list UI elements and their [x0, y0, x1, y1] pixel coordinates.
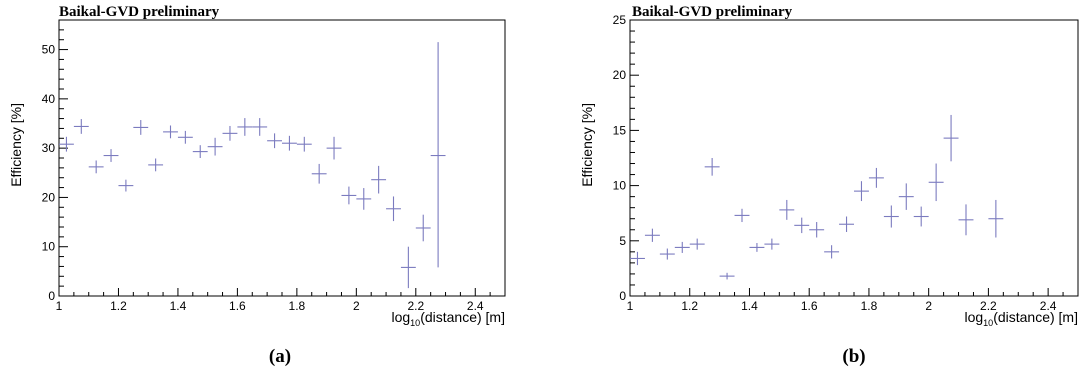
- data-point: [118, 179, 134, 192]
- y-tick-label: 25: [613, 13, 627, 27]
- y-axis-label: Efficiency [%]: [8, 103, 24, 187]
- y-tick-label: 20: [613, 68, 627, 82]
- y-tick-label: 10: [613, 179, 627, 193]
- data-point: [356, 188, 372, 210]
- data-point: [59, 136, 74, 152]
- data-point: [630, 251, 645, 266]
- data-point: [704, 158, 720, 176]
- data-point: [689, 238, 705, 250]
- data-point: [928, 163, 944, 202]
- data-point: [267, 133, 282, 149]
- data-point: [386, 196, 401, 222]
- plot-frame: [629, 19, 1079, 297]
- x-tick-label: 1.8: [861, 299, 878, 313]
- x-tick-label: 1.8: [289, 299, 306, 313]
- data-point: [326, 136, 342, 160]
- y-tick-label: 20: [42, 190, 56, 204]
- data-point: [103, 149, 119, 162]
- x-tick-label: 2: [353, 299, 360, 313]
- data-point: [883, 205, 899, 228]
- data-point: [192, 145, 208, 158]
- x-axis-label-subscript: 10: [410, 318, 420, 328]
- data-point: [868, 167, 884, 188]
- data-point: [809, 222, 825, 238]
- x-tick-label: 1.4: [741, 299, 758, 313]
- data-point: [311, 163, 327, 184]
- data-point: [415, 214, 431, 242]
- y-axis-label: Efficiency [%]: [579, 103, 595, 187]
- x-tick-label: 1.2: [681, 299, 698, 313]
- data-point: [296, 136, 312, 152]
- chart-title: Baikal-GVD preliminary: [59, 4, 220, 20]
- data-point: [207, 137, 223, 156]
- x-tick-label: 2: [925, 299, 932, 313]
- x-tick-label: 1.6: [229, 299, 246, 313]
- panel-label: (b): [842, 346, 865, 367]
- data-point: [898, 183, 914, 210]
- data-point: [430, 42, 446, 268]
- data-point: [913, 206, 929, 227]
- data-point: [237, 118, 253, 136]
- data-point: [163, 125, 178, 139]
- data-point: [839, 216, 854, 232]
- data-point: [73, 119, 89, 134]
- data-point: [88, 160, 104, 174]
- data-point: [644, 228, 660, 242]
- data-point: [794, 217, 810, 234]
- x-tick-label: 2.4: [1040, 299, 1057, 313]
- y-tick-label: 5: [619, 234, 626, 248]
- data-point: [177, 130, 193, 144]
- x-tick-label: 1.4: [170, 299, 187, 313]
- data-point: [674, 241, 690, 253]
- data-point: [282, 135, 297, 151]
- data-point: [734, 208, 750, 223]
- x-tick-label: 2.4: [467, 299, 484, 313]
- x-tick-label: 1.2: [110, 299, 127, 313]
- data-point: [958, 204, 974, 236]
- panel-label: (a): [269, 346, 291, 367]
- data-point: [222, 125, 238, 141]
- data-point: [719, 272, 735, 280]
- x-tick-label: 2.2: [407, 299, 424, 313]
- x-axis-label-main: log: [964, 309, 983, 325]
- data-point: [659, 248, 675, 260]
- x-axis-label: log10(distance) [m]: [391, 309, 505, 328]
- data-point: [854, 181, 869, 202]
- x-axis-label-subscript: 10: [983, 318, 993, 328]
- data-point: [779, 199, 795, 220]
- data-point: [749, 243, 765, 252]
- data-point: [988, 199, 1004, 238]
- x-axis-label: log10(distance) [m]: [964, 309, 1078, 328]
- y-tick-label: 50: [42, 43, 56, 57]
- data-point: [252, 118, 268, 136]
- data-point: [400, 246, 416, 289]
- x-axis-label-main: log: [391, 309, 410, 325]
- x-tick-label: 1: [627, 299, 634, 313]
- data-point: [943, 114, 959, 162]
- data-point: [341, 186, 357, 205]
- x-axis-label-rest: (distance) [m]: [420, 309, 505, 325]
- x-tick-label: 1.6: [801, 299, 818, 313]
- y-tick-label: 0: [619, 289, 626, 303]
- data-point: [133, 120, 149, 135]
- y-tick-label: 10: [42, 240, 56, 254]
- y-tick-label: 0: [48, 289, 55, 303]
- x-axis-label-rest: (distance) [m]: [993, 309, 1078, 325]
- y-tick-label: 15: [613, 123, 627, 137]
- data-point: [824, 245, 840, 259]
- data-point: [764, 238, 780, 250]
- chart-title: Baikal-GVD preliminary: [632, 4, 793, 20]
- y-tick-label: 40: [42, 92, 56, 106]
- x-tick-label: 2.2: [980, 299, 997, 313]
- y-tick-label: 30: [42, 141, 56, 155]
- x-tick-label: 1: [56, 299, 63, 313]
- data-point: [148, 158, 164, 172]
- data-point: [371, 165, 387, 194]
